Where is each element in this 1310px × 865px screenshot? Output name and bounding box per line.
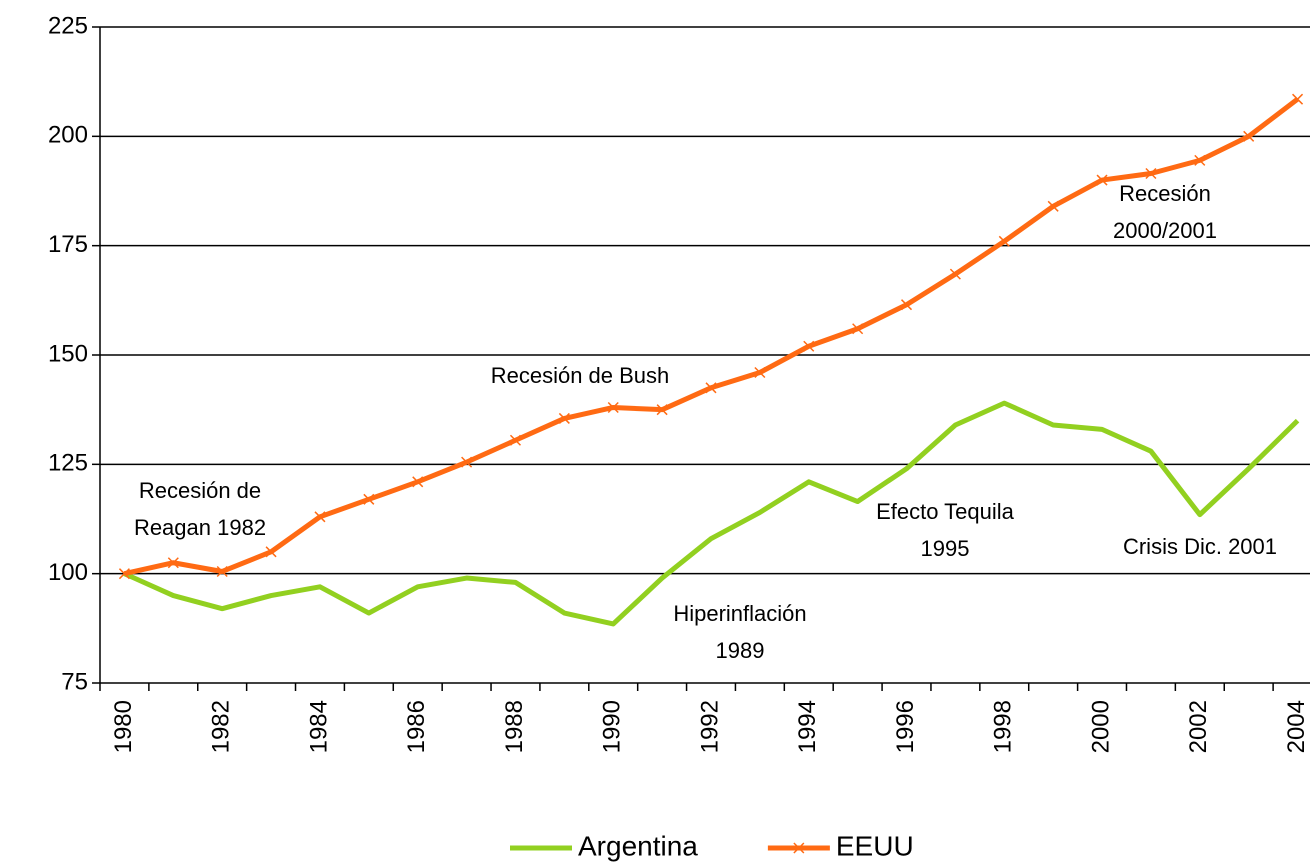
marker (754, 366, 766, 379)
x-tick-label: 2002 (1185, 700, 1212, 753)
legend-label: EEUU (836, 830, 914, 861)
legend-marker (793, 842, 805, 854)
y-tick-label: 175 (48, 231, 88, 258)
y-tick-label: 225 (48, 12, 88, 39)
x-tick-label: 1988 (501, 700, 528, 753)
marker (461, 456, 473, 468)
marker (363, 493, 375, 505)
annotation: Recesión (1119, 181, 1211, 206)
marker (1243, 130, 1255, 142)
x-tick-label: 1992 (696, 700, 723, 753)
x-tick-label: 1998 (990, 700, 1017, 753)
marker (656, 404, 668, 416)
annotation: Crisis Dic. 2001 (1123, 534, 1277, 559)
marker (167, 557, 179, 569)
marker (509, 434, 522, 446)
annotation: Recesión de Bush (491, 363, 670, 388)
marker (1047, 200, 1059, 212)
annotation: Reagan 1982 (134, 515, 266, 540)
legend-label: Argentina (578, 830, 698, 861)
marker (852, 323, 864, 335)
x-tick-label: 1984 (305, 700, 332, 753)
x-tick-label: 2000 (1087, 700, 1114, 753)
y-tick-label: 125 (48, 450, 88, 477)
series-line (123, 97, 1300, 577)
x-tick-label: 1996 (892, 700, 919, 753)
x-tick-label: 1980 (110, 700, 137, 753)
series-line (123, 400, 1300, 627)
annotation: 1989 (716, 638, 765, 663)
x-tick-label: 1990 (599, 700, 626, 753)
marker (1096, 174, 1108, 186)
marker (1194, 154, 1206, 166)
marker (705, 382, 717, 394)
marker (803, 340, 815, 352)
marker (607, 401, 619, 414)
marker (216, 565, 228, 578)
y-tick-label: 100 (48, 559, 88, 586)
marker (118, 568, 130, 580)
marker (998, 235, 1010, 247)
marker (1145, 167, 1157, 180)
y-tick-label: 150 (48, 340, 88, 367)
x-tick-label: 1994 (794, 700, 821, 753)
annotation: 1995 (921, 536, 970, 561)
annotation: Efecto Tequila (876, 499, 1015, 524)
y-tick-label: 75 (61, 668, 88, 695)
marker (1292, 93, 1304, 105)
annotation: 2000/2001 (1113, 218, 1217, 243)
marker (949, 268, 961, 280)
marker (558, 412, 570, 424)
x-tick-label: 1986 (403, 700, 430, 753)
annotation: Recesión de (139, 478, 261, 503)
y-tick-label: 200 (48, 122, 88, 149)
marker (412, 476, 424, 488)
marker (900, 299, 913, 311)
annotation: Hiperinflación (673, 601, 806, 626)
marker (265, 546, 277, 558)
x-tick-label: 2004 (1283, 700, 1310, 753)
x-tick-label: 1982 (208, 700, 235, 753)
marker (314, 511, 326, 523)
